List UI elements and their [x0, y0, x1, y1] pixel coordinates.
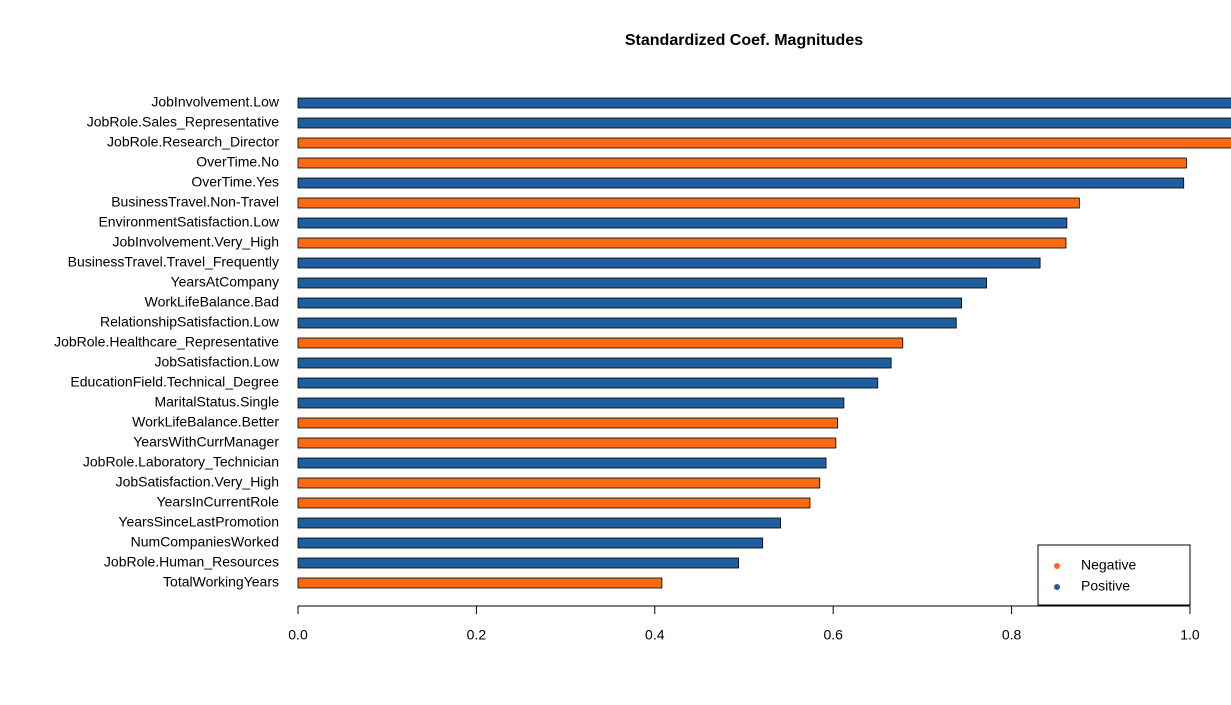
bar [297, 137, 1231, 149]
x-tick-label: 1.0 [1180, 627, 1200, 643]
bar [297, 557, 740, 569]
x-tick-label: 0.2 [467, 627, 487, 643]
bar [297, 277, 988, 289]
bar [297, 157, 1187, 169]
y-tick-label: YearsSinceLastPromotion [118, 514, 279, 530]
y-tick-label: JobInvolvement.Low [151, 94, 280, 110]
y-tick-label: BusinessTravel.Non-Travel [111, 194, 279, 210]
bar [297, 257, 1041, 269]
y-tick-label: MaritalStatus.Single [154, 394, 279, 410]
x-tick-label: 0.4 [645, 627, 665, 643]
y-tick-label: TotalWorkingYears [163, 574, 279, 590]
bar [297, 337, 904, 349]
legend-label: Negative [1081, 557, 1136, 573]
x-tick-label: 0.6 [823, 627, 843, 643]
bar [297, 117, 1231, 129]
bar [297, 97, 1231, 109]
bar [297, 317, 957, 329]
bar [297, 217, 1068, 229]
y-tick-label: WorkLifeBalance.Better [132, 414, 279, 430]
x-tick-label: 0.8 [1002, 627, 1022, 643]
legend-marker [1054, 584, 1060, 590]
x-tick-label: 0.0 [288, 627, 308, 643]
y-tick-label: YearsWithCurrManager [133, 434, 279, 450]
y-tick-label: JobRole.Human_Resources [104, 554, 279, 570]
y-tick-label: JobRole.Research_Director [107, 134, 279, 150]
y-tick-label: RelationshipSatisfaction.Low [100, 314, 280, 330]
bar [297, 457, 827, 469]
bar [297, 477, 821, 489]
bar [297, 397, 845, 409]
bar [297, 357, 892, 369]
y-tick-label: JobRole.Sales_Representative [87, 114, 279, 130]
legend-box [1037, 544, 1191, 606]
y-tick-label: EnvironmentSatisfaction.Low [98, 214, 279, 230]
y-tick-label: EducationField.Technical_Degree [70, 374, 279, 390]
y-tick-label: YearsAtCompany [171, 274, 279, 290]
bar [297, 577, 663, 589]
bar [297, 497, 811, 509]
y-tick-label: JobSatisfaction.Low [154, 354, 279, 370]
bar [297, 517, 781, 529]
bar [297, 197, 1080, 209]
bar [297, 177, 1185, 189]
y-tick-label: WorkLifeBalance.Bad [145, 294, 279, 310]
y-tick-label: OverTime.Yes [191, 174, 279, 190]
y-tick-label: JobRole.Healthcare_Representative [54, 334, 279, 350]
bar [297, 417, 839, 429]
y-tick-label: JobInvolvement.Very_High [112, 234, 279, 250]
y-tick-label: BusinessTravel.Travel_Frequently [68, 254, 279, 270]
y-tick-label: JobRole.Laboratory_Technician [83, 454, 279, 470]
bar [297, 377, 879, 389]
bar [297, 537, 764, 549]
bar [297, 237, 1067, 249]
bars [297, 97, 1231, 589]
bar [297, 297, 963, 309]
legend-label: Positive [1081, 578, 1130, 594]
y-tick-label: OverTime.No [196, 154, 279, 170]
chart-title: Standardized Coef. Magnitudes [625, 32, 863, 49]
y-tick-label: JobSatisfaction.Very_High [116, 474, 279, 490]
y-tick-label: NumCompaniesWorked [131, 534, 279, 550]
y-tick-label: YearsInCurrentRole [157, 494, 280, 510]
legend-marker [1054, 563, 1060, 569]
bar [297, 437, 837, 449]
